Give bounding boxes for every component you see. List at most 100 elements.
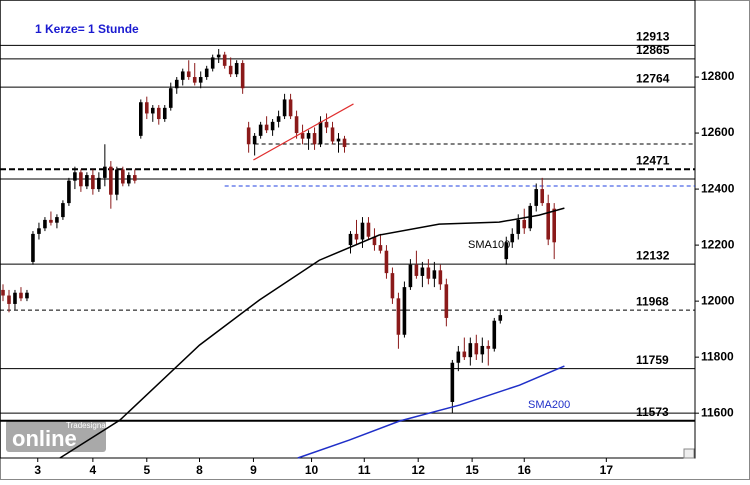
candle-body	[366, 222, 371, 237]
y-tick-label: 11600	[701, 405, 734, 419]
candle-body	[192, 77, 197, 83]
candle-body	[133, 175, 137, 181]
candle-body	[25, 292, 29, 299]
sma-line	[297, 365, 565, 459]
candle-body	[91, 175, 95, 190]
x-tick-label: 10	[305, 463, 319, 477]
candle-body	[240, 63, 245, 89]
candle-body	[300, 133, 305, 139]
candle-body	[330, 127, 335, 142]
y-tick-label: 12800	[701, 69, 735, 83]
series-label: SMA200	[528, 399, 570, 411]
candle-body	[420, 267, 425, 276]
series-label: SMA100	[468, 239, 510, 251]
candle-body	[162, 107, 167, 120]
candle-body	[504, 242, 509, 260]
candle-body	[492, 320, 497, 349]
candle-body	[474, 343, 479, 355]
candle-body	[19, 292, 23, 299]
candle-body	[354, 233, 359, 240]
candle-body	[198, 77, 203, 83]
x-tick-label: 8	[196, 463, 203, 477]
candle-body	[468, 343, 473, 358]
candle-body	[402, 287, 407, 335]
level-label: 11573	[636, 405, 669, 419]
candle-body	[480, 345, 485, 355]
candle-body	[372, 236, 377, 246]
x-tick-label: 17	[600, 463, 614, 477]
corner-icon	[683, 448, 695, 459]
candle-body	[312, 133, 317, 145]
candle-body	[498, 315, 503, 321]
level-label: 11968	[636, 294, 669, 308]
candle-body	[264, 124, 269, 131]
candle-body	[79, 172, 83, 187]
candle-body	[103, 166, 107, 178]
y-tick-label: 12200	[701, 237, 735, 251]
candle-body	[426, 267, 431, 279]
candle-body	[180, 71, 185, 80]
logo-big: online	[12, 426, 77, 451]
candle-body	[228, 65, 233, 75]
candle-body	[546, 203, 551, 240]
sma-line	[59, 207, 565, 459]
y-tick-label: 11800	[701, 349, 734, 363]
candle-body	[210, 57, 215, 69]
candle-body	[390, 273, 395, 299]
candle-body	[1, 289, 5, 296]
x-tick-label: 9	[250, 463, 257, 477]
candle-body	[222, 54, 227, 66]
level-label: 12132	[636, 248, 670, 262]
candle-body	[462, 351, 467, 358]
x-tick-label: 15	[465, 463, 479, 477]
candle-body	[150, 107, 155, 114]
candle-body	[540, 189, 545, 204]
candle-body	[186, 71, 191, 78]
candle-body	[486, 345, 491, 349]
candle-body	[139, 102, 143, 136]
candle-body	[61, 203, 65, 218]
level-label: 12764	[636, 71, 670, 85]
candle-body	[414, 264, 419, 276]
x-tick-label: 16	[518, 463, 532, 477]
candle-body	[216, 54, 221, 58]
candle-body	[31, 233, 35, 262]
candle-body	[115, 169, 119, 195]
candle-body	[288, 99, 293, 117]
candle-body	[360, 222, 365, 240]
x-tick-label: 11	[358, 463, 371, 477]
candle-body	[318, 121, 323, 145]
candle-body	[444, 284, 449, 318]
x-tick-label: 4	[90, 463, 97, 477]
level-label: 12865	[636, 43, 670, 57]
candle-body	[234, 63, 239, 75]
candle-body	[246, 127, 251, 145]
y-tick-label: 12000	[701, 293, 735, 307]
candle-body	[306, 133, 311, 139]
candle-body	[456, 351, 461, 363]
x-tick-label: 3	[34, 463, 41, 477]
candle-body	[534, 189, 539, 206]
candle-body	[7, 295, 11, 304]
candle-body	[384, 250, 389, 274]
candle-body	[342, 138, 347, 148]
chart-title: 1 Kerze= 1 Stunde	[35, 22, 139, 36]
candle-body	[408, 264, 413, 288]
level-label: 12913	[636, 30, 670, 44]
candle-body	[168, 88, 173, 108]
candle-body	[336, 138, 341, 142]
candle-body	[109, 166, 113, 195]
level-label: 11759	[636, 353, 669, 367]
x-tick-label: 12	[412, 463, 426, 477]
logo-small: Tradesignal	[66, 421, 108, 430]
candle-body	[55, 217, 59, 223]
candle-body	[378, 245, 383, 251]
candle-body	[121, 169, 125, 184]
candle-body	[450, 362, 455, 402]
candle-body	[85, 175, 89, 187]
candle-body	[97, 177, 101, 190]
candle-body	[204, 68, 209, 78]
candle-body	[67, 180, 71, 204]
candle-body	[156, 107, 161, 120]
